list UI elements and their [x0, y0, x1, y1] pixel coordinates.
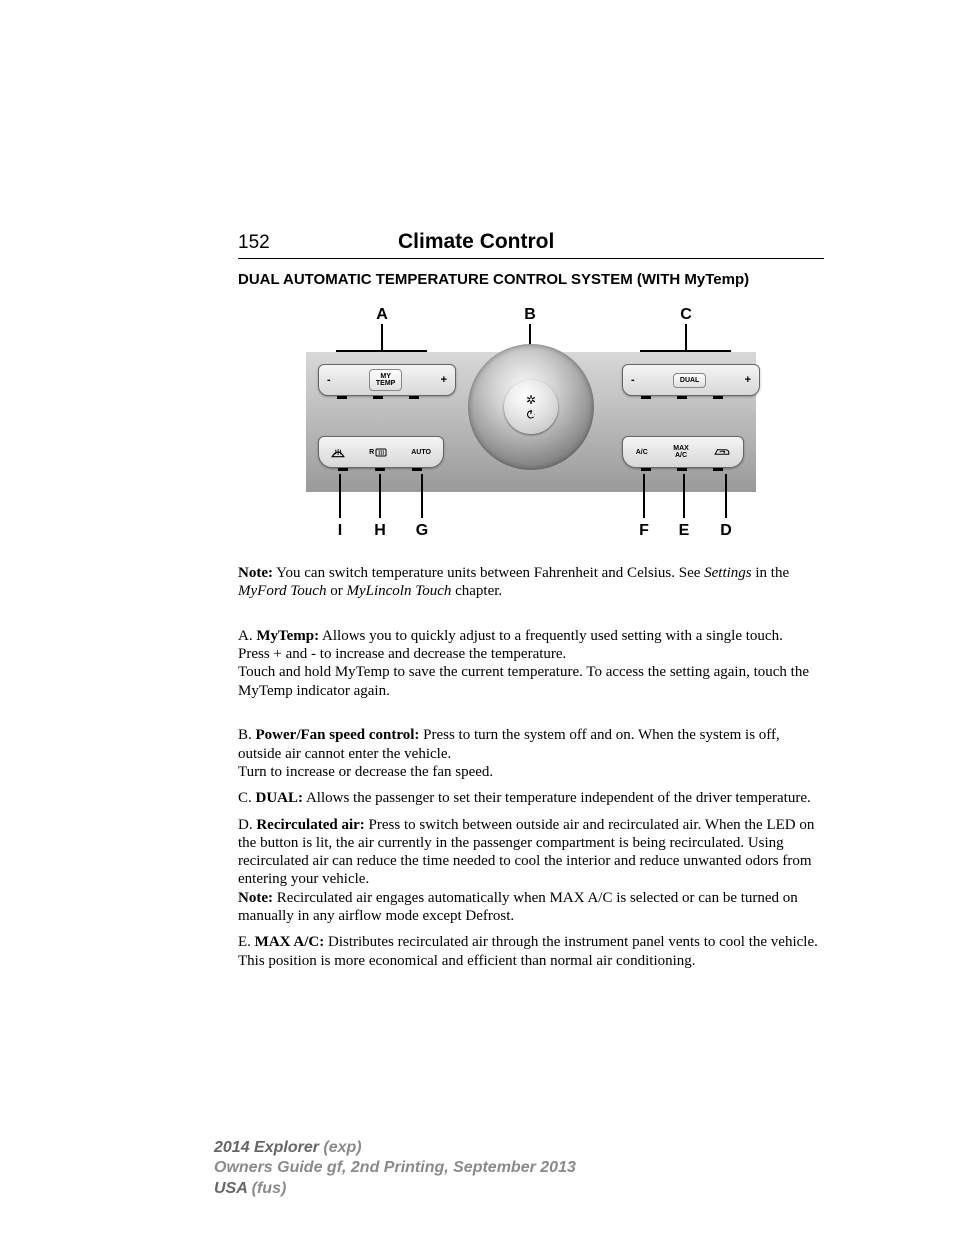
callout-line: [381, 324, 383, 352]
callout-line: [685, 324, 687, 352]
led-row: [628, 396, 736, 399]
led-row: [324, 396, 432, 399]
callout-line: [379, 474, 381, 518]
max-ac-button: MAX A/C: [673, 445, 689, 459]
callout-E: E: [674, 522, 694, 540]
mytemp-button: MY TEMP: [369, 369, 402, 391]
callout-line: [421, 474, 423, 518]
control-panel-diagram: A B C ✲ - MY TEMP +: [306, 306, 756, 546]
callout-A: A: [372, 306, 392, 324]
callout-line: [725, 474, 727, 518]
callout-B: B: [520, 306, 540, 324]
footer-line2: Owners Guide gf, 2nd Printing, September…: [214, 1158, 576, 1178]
callout-line: [643, 474, 645, 518]
minus-button: -: [631, 374, 635, 386]
mytemp-button-group: - MY TEMP +: [318, 364, 456, 396]
page-number: 152: [238, 232, 398, 254]
callout-H: H: [370, 522, 390, 540]
item-A: A. MyTemp: Allows you to quickly adjust …: [238, 609, 824, 700]
page-header: 152 Climate Control: [238, 230, 824, 259]
recirculate-icon: [714, 447, 730, 457]
page-footer: 2014 Explorer (exp) Owners Guide gf, 2nd…: [214, 1138, 576, 1199]
led-row: [628, 468, 736, 471]
knob-center: ✲: [504, 380, 558, 434]
power-icon: [525, 408, 537, 420]
footer-line3: USA (fus): [214, 1179, 576, 1199]
callout-line: [339, 474, 341, 518]
footer-line1: 2014 Explorer (exp): [214, 1138, 576, 1158]
section-heading: DUAL AUTOMATIC TEMPERATURE CONTROL SYSTE…: [238, 271, 824, 288]
led-row: [324, 468, 436, 471]
callout-line: [683, 474, 685, 518]
rear-defrost-button: R: [369, 447, 387, 457]
auto-button: AUTO: [411, 449, 431, 456]
fan-icon: ✲: [526, 394, 536, 406]
callout-D: D: [716, 522, 736, 540]
page-content: 152 Climate Control DUAL AUTOMATIC TEMPE…: [0, 0, 954, 970]
rear-defrost-icon: [375, 447, 387, 457]
item-E: E. MAX A/C: Distributes recirculated air…: [238, 933, 824, 970]
defrost-auto-group: R AUTO: [318, 436, 444, 468]
ac-button: A/C: [636, 449, 648, 456]
callout-G: G: [412, 522, 432, 540]
minus-button: -: [327, 374, 331, 386]
defrost-icon: [331, 446, 345, 458]
item-B: B. Power/Fan speed control: Press to tur…: [238, 708, 824, 781]
plus-button: +: [745, 374, 751, 386]
item-C: C. DUAL: Allows the passenger to set the…: [238, 789, 824, 807]
callout-C: C: [676, 306, 696, 324]
plus-button: +: [441, 374, 447, 386]
item-D: D. Recirculated air: Press to switch bet…: [238, 816, 824, 926]
ac-recirc-group: A/C MAX A/C: [622, 436, 744, 468]
callout-I: I: [330, 522, 350, 540]
dual-button: DUAL: [673, 373, 706, 388]
note-paragraph: Note: You can switch temperature units b…: [238, 564, 824, 601]
dual-button-group: - DUAL +: [622, 364, 760, 396]
page-title: Climate Control: [398, 230, 554, 254]
fan-power-knob: ✲: [468, 344, 594, 470]
callout-F: F: [634, 522, 654, 540]
